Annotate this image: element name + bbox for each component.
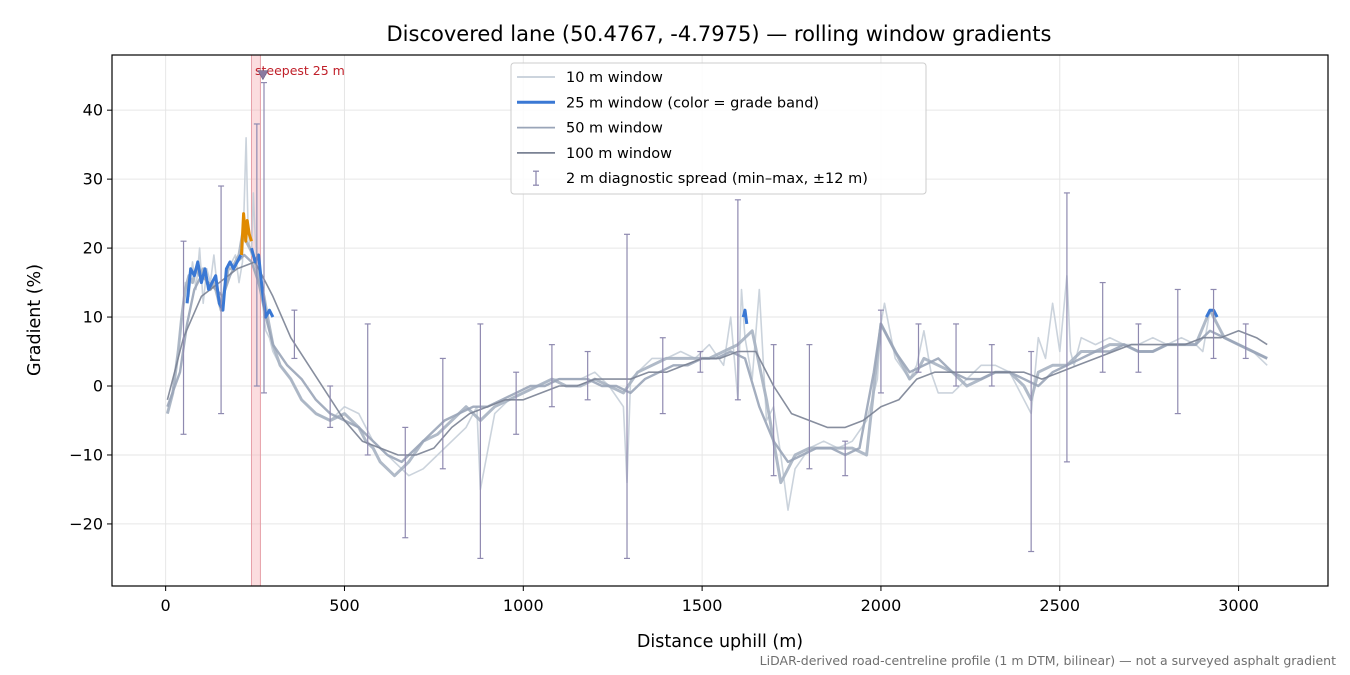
diagnostic-errorbar	[218, 185, 225, 415]
steepest-span-layer	[250, 54, 261, 587]
legend-label: 25 m window (color = grade band)	[566, 95, 819, 111]
annotation-layer: steepest 25 m	[255, 63, 345, 81]
y-tick-label: −20	[69, 514, 103, 533]
diagnostic-errorbar	[548, 344, 555, 408]
diagnostic-errorbar	[1242, 323, 1249, 360]
x-tick-label: 2000	[861, 596, 902, 615]
steepest-annotation-label: steepest 25 m	[255, 63, 345, 78]
diagnostic-errorbar	[253, 123, 260, 387]
grade-band-segment	[185, 254, 243, 312]
grade-band-segment	[741, 308, 749, 325]
y-tick-label: 40	[83, 101, 103, 120]
legend-label: 10 m window	[566, 70, 663, 86]
series-line	[166, 261, 1268, 456]
steepest-marker-icon	[257, 70, 269, 81]
y-tick-label: −10	[69, 445, 103, 464]
diagnostic-errorbar	[770, 344, 777, 477]
y-tick-label: 10	[83, 308, 103, 327]
grade-band-segment	[240, 212, 253, 256]
diagnostic-errorbar	[877, 309, 884, 394]
legend-item: 2 m diagnostic spread (min–max, ±12 m)	[533, 170, 868, 187]
diagnostic-errorbar	[624, 233, 631, 560]
diagnostic-errorbar	[477, 323, 484, 560]
legend-item: 25 m window (color = grade band)	[517, 95, 819, 111]
diagnostic-errorbar	[327, 385, 334, 428]
steepest-span	[250, 54, 261, 587]
diagnostic-errorbar	[513, 371, 520, 435]
x-tick-label: 3000	[1218, 596, 1259, 615]
errorbar-layer	[180, 81, 1249, 560]
diagnostic-errorbar	[584, 350, 591, 401]
diagnostic-errorbar	[806, 344, 813, 470]
diagnostic-errorbar	[659, 337, 666, 415]
y-axis-ticks: −20 −10 0 10 20 30 40	[69, 101, 112, 533]
diagnostic-errorbar	[1099, 281, 1106, 373]
diagnostic-errorbar	[180, 240, 187, 435]
x-axis-label: Distance uphill (m)	[637, 632, 803, 652]
plot-frame	[111, 54, 1329, 587]
diagnostic-errorbar	[1063, 192, 1070, 463]
legend-item: 50 m window	[517, 121, 663, 137]
diagnostic-errorbar	[1210, 288, 1217, 360]
x-tick-label: 1000	[503, 596, 544, 615]
chart-title: Discovered lane (50.4767, -4.7975) — rol…	[387, 22, 1052, 46]
diagnostic-errorbar	[734, 199, 741, 401]
y-tick-label: 0	[93, 377, 103, 396]
diagnostic-errorbar	[988, 344, 995, 387]
diagnostic-errorbar	[1028, 350, 1035, 553]
grade-band-layer	[185, 212, 1219, 325]
y-tick-label: 30	[83, 170, 103, 189]
diagnostic-errorbar	[953, 323, 960, 387]
diagnostic-errorbar	[291, 309, 298, 360]
series-line	[166, 137, 1268, 511]
x-tick-label: 2500	[1039, 596, 1080, 615]
legend-item: 10 m window	[517, 70, 663, 86]
diagnostic-errorbar	[915, 323, 922, 373]
diagnostic-errorbar	[697, 350, 704, 373]
x-tick-label: 1500	[682, 596, 723, 615]
legend-label: 100 m window	[566, 146, 672, 162]
legend-label: 50 m window	[566, 121, 663, 137]
footnote: LiDAR-derived road-centreline profile (1…	[760, 653, 1336, 668]
y-axis-label: Gradient (%)	[25, 264, 45, 376]
x-tick-label: 0	[161, 596, 171, 615]
diagnostic-errorbar	[364, 323, 371, 456]
legend: 10 m window 25 m window (color = grade ba…	[510, 62, 927, 195]
legend-box	[510, 62, 927, 195]
legend-label: 2 m diagnostic spread (min–max, ±12 m)	[566, 171, 868, 187]
diagnostic-errorbar	[1174, 288, 1181, 415]
x-axis-ticks: 0 500 1000 1500 2000 2500 3000	[161, 586, 1259, 615]
diagnostic-errorbar	[439, 357, 446, 470]
grade-band-segment	[1205, 308, 1219, 318]
y-tick-label: 20	[83, 239, 103, 258]
x-tick-label: 500	[329, 596, 360, 615]
legend-item: 100 m window	[517, 146, 672, 162]
diagnostic-errorbar	[402, 426, 409, 539]
diagnostic-errorbar	[1135, 323, 1142, 373]
grade-band-segment	[250, 247, 275, 319]
diagnostic-errorbar	[842, 440, 849, 477]
diagnostic-errorbar	[261, 81, 267, 394]
